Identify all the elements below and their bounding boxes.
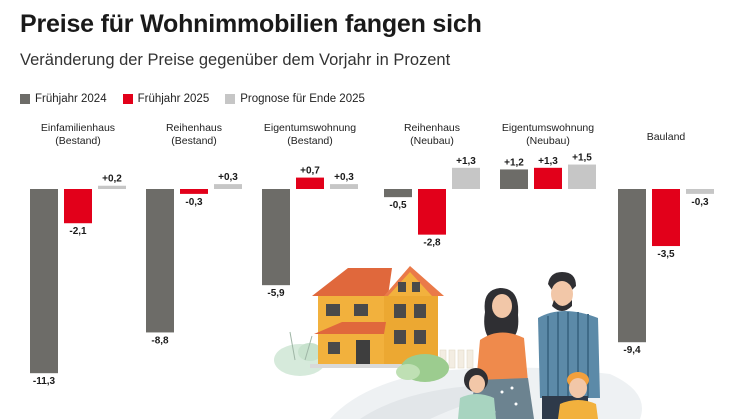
- data-label: +1,5: [572, 153, 592, 164]
- category-label: Bauland: [647, 131, 686, 143]
- data-label: +1,2: [504, 157, 524, 168]
- chart-subtitle: Veränderung der Preise gegenüber dem Vor…: [20, 51, 451, 69]
- bush: [298, 343, 322, 361]
- bar: [296, 177, 324, 189]
- category-label: (Bestand): [55, 135, 101, 147]
- data-label: -11,3: [33, 376, 56, 387]
- legend-item: Prognose für Ende 2025: [225, 93, 365, 105]
- bar: [568, 164, 596, 189]
- category-label: Eigentumswohnung: [264, 122, 356, 134]
- legend-swatch: [122, 94, 133, 104]
- data-label: -8,8: [151, 335, 169, 346]
- category-label: Einfamilienhaus: [41, 122, 115, 134]
- bar: [30, 189, 58, 374]
- category-label: (Neubau): [410, 135, 454, 147]
- data-label: -0,3: [691, 197, 709, 208]
- legend-label: Frühjahr 2025: [137, 93, 210, 105]
- data-label: -0,5: [389, 200, 407, 211]
- bar: [262, 189, 290, 286]
- bar: [652, 189, 680, 247]
- person-boy: [558, 372, 598, 419]
- bar: [534, 167, 562, 189]
- category-label: Reihenhaus: [404, 122, 460, 134]
- chart-title: Preise für Wohnimmobilien fangen sich: [20, 10, 482, 38]
- data-label: -5,9: [267, 288, 285, 299]
- data-label: +0,7: [300, 166, 320, 177]
- legend: Frühjahr 2024 Frühjahr 2025 Prognose für…: [20, 93, 381, 105]
- bar: [146, 189, 174, 333]
- data-label: -0,3: [185, 197, 203, 208]
- bar: [384, 189, 412, 198]
- person-girl: [458, 368, 496, 419]
- data-label: +1,3: [456, 156, 476, 167]
- legend-label: Prognose für Ende 2025: [240, 93, 365, 105]
- bar: [98, 185, 126, 189]
- legend-label: Frühjahr 2024: [35, 93, 107, 105]
- bar: [330, 184, 358, 189]
- legend-swatch: [20, 94, 30, 104]
- bar: [618, 189, 646, 343]
- house-icon: [310, 266, 444, 368]
- category-label: Eigentumswohnung: [502, 122, 594, 134]
- legend-swatch: [225, 94, 236, 104]
- category-label: (Neubau): [526, 135, 570, 147]
- category-label: (Bestand): [171, 135, 217, 147]
- data-label: -3,5: [657, 249, 675, 260]
- legend-item: Frühjahr 2025: [122, 93, 210, 105]
- bar: [214, 184, 242, 189]
- data-label: +0,3: [218, 172, 238, 183]
- bar: [180, 189, 208, 194]
- bar: [418, 189, 446, 235]
- data-label: +0,3: [334, 172, 354, 183]
- data-label: -2,1: [69, 226, 87, 237]
- bar: [452, 167, 480, 189]
- bar: [686, 189, 714, 194]
- legend-item: Frühjahr 2024: [20, 93, 107, 105]
- category-label: (Bestand): [287, 135, 333, 147]
- data-label: -2,8: [423, 238, 441, 249]
- data-label: +1,3: [538, 156, 558, 167]
- data-label: -9,4: [623, 345, 641, 356]
- data-label: +0,2: [102, 174, 122, 185]
- bar: [64, 189, 92, 224]
- category-label: Reihenhaus: [166, 122, 222, 134]
- bush: [396, 364, 420, 380]
- bar: [500, 169, 528, 189]
